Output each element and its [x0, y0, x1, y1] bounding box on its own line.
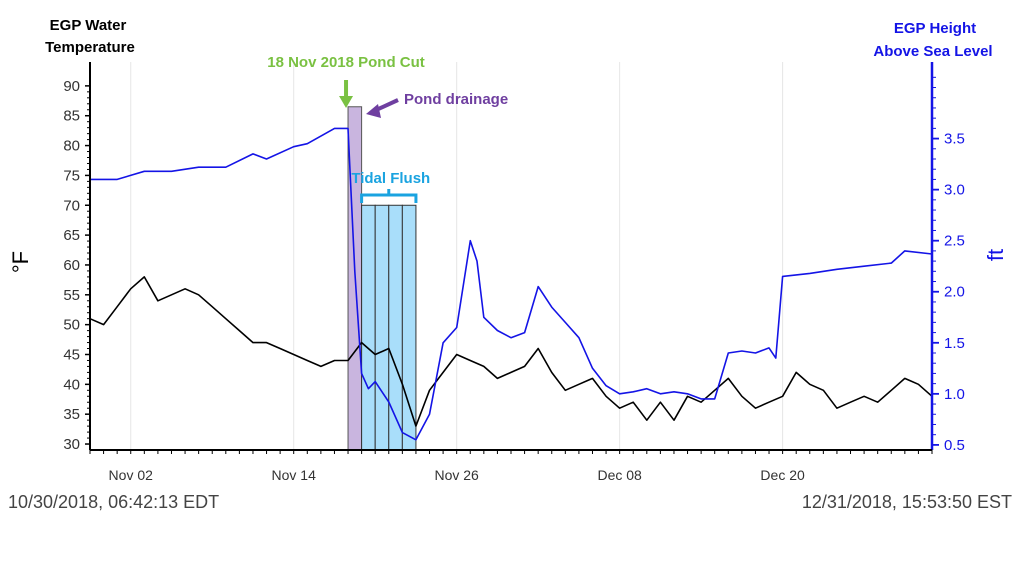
y-tick-label: 80	[63, 138, 80, 155]
x-tick-label: Nov 02	[109, 467, 154, 483]
y-tick-label: 50	[63, 317, 80, 334]
x-tick-label: Nov 14	[272, 467, 317, 483]
grid-lines	[130, 62, 784, 450]
y-tick-label: 30	[63, 436, 80, 453]
pond-cut-label: 18 Nov 2018 Pond Cut	[267, 54, 425, 71]
y-tick-label: 90	[63, 78, 80, 95]
y2-tick-label: 2.5	[944, 233, 965, 250]
right-axis-title-line1: EGP Height	[894, 20, 976, 37]
y-tick-label: 70	[63, 197, 80, 214]
annotation-bands	[347, 106, 417, 451]
y2-tick-label: 2.0	[944, 284, 965, 301]
x-tick-label: Dec 08	[597, 467, 642, 483]
y-tick-label: 60	[63, 257, 80, 274]
pond-drainage-arrow-head	[366, 104, 381, 118]
y2-tick-label: 1.5	[944, 335, 965, 352]
y2-tick-label: 3.0	[944, 182, 965, 199]
height-above-sea-level-line	[90, 127, 933, 441]
right-axis-title-line2: Above Sea Level	[873, 43, 992, 60]
tidal-flush-band	[361, 204, 376, 451]
annotations: 18 Nov 2018 Pond Cut Pond drainage Tidal…	[267, 54, 508, 203]
y-tick-label: 65	[63, 227, 80, 244]
y2-tick-label: 1.0	[944, 386, 965, 403]
axes	[85, 62, 939, 454]
x-tick-label: Nov 26	[434, 467, 479, 483]
water-temperature-line	[89, 276, 933, 427]
y-tick-label: 40	[63, 376, 80, 393]
y-tick-label: 45	[63, 346, 80, 363]
start-timestamp: 10/30/2018, 06:42:13 EDT	[8, 492, 220, 512]
y-tick-label: 75	[63, 167, 80, 184]
pond-drainage-label: Pond drainage	[404, 91, 508, 108]
end-timestamp: 12/31/2018, 15:53:50 EST	[801, 492, 1012, 512]
y2-tick-label: 0.5	[944, 437, 965, 454]
y-tick-label: 55	[63, 287, 80, 304]
tidal-flush-band	[374, 204, 390, 451]
series-lines	[89, 127, 933, 441]
left-axis-title-line1: EGP Water	[50, 17, 127, 34]
tidal-flush-label: Tidal Flush	[351, 170, 430, 187]
y2-tick-label: 3.5	[944, 131, 965, 148]
left-axis-title-line2: Temperature	[45, 39, 135, 56]
tick-labels: Nov 02 Nov 14 Nov 26 Dec 08 Dec 20 30 35 40 45 50…	[63, 78, 965, 483]
x-tick-label: Dec 20	[760, 467, 805, 483]
tidal-flush-band	[388, 204, 403, 451]
pond-cut-arrow-head	[339, 96, 354, 108]
tidal-flush-band	[401, 204, 417, 451]
tidal-flush-bracket	[360, 189, 418, 203]
y-axis-label: °F	[8, 251, 33, 273]
y-tick-label: 85	[63, 108, 80, 125]
y-tick-label: 35	[63, 406, 80, 423]
y2-axis-label: ft	[983, 249, 1008, 261]
